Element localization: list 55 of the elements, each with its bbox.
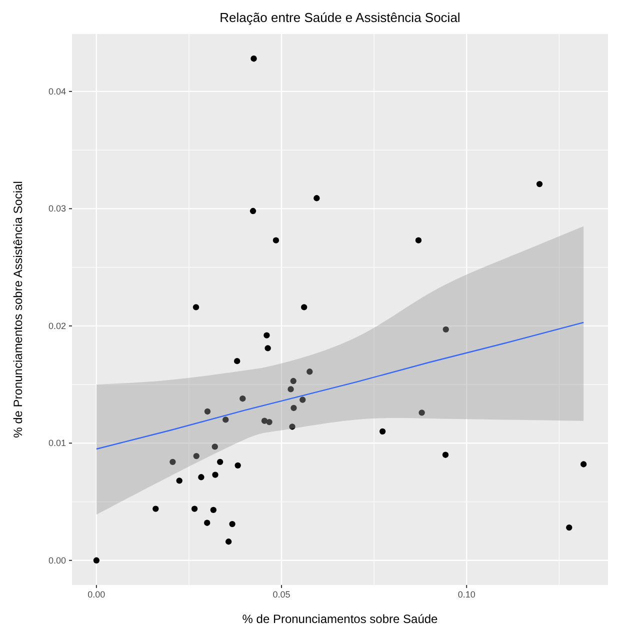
point (314, 195, 320, 202)
point (198, 474, 204, 480)
point (93, 557, 100, 564)
point (290, 378, 296, 384)
point (234, 358, 240, 364)
point (264, 332, 270, 338)
point (290, 404, 297, 412)
point (266, 418, 272, 426)
point (250, 56, 257, 62)
point (193, 452, 200, 460)
point (442, 452, 449, 458)
x-tick-label: 0.05 (272, 589, 290, 600)
point (272, 237, 280, 244)
point (212, 444, 218, 450)
point (261, 418, 268, 424)
line-series (96, 322, 584, 450)
point (536, 180, 543, 188)
y-tick-label: 0.01 (48, 438, 66, 448)
point (580, 461, 587, 468)
point (566, 524, 572, 531)
y-tick-label: 0.00 (48, 555, 66, 566)
point (250, 208, 256, 214)
point (229, 520, 236, 528)
x-tick-label: 0.00 (88, 589, 106, 600)
point (234, 462, 241, 469)
y-tick-label: 0.02 (48, 320, 66, 331)
point (176, 478, 182, 484)
point (210, 506, 216, 514)
point (442, 326, 449, 333)
point (212, 472, 218, 478)
point (152, 506, 159, 512)
chart-title: Relação entre Saúde e Assistência Social (220, 10, 460, 25)
y-axis-title: % de Pronunciamentos sobre Assistência Social (11, 181, 25, 438)
point (191, 506, 198, 512)
point (415, 237, 422, 244)
point (379, 428, 386, 435)
point (192, 304, 200, 310)
point (289, 424, 296, 430)
point (216, 458, 224, 465)
x-tick-label: 0.10 (458, 589, 476, 600)
point (301, 304, 308, 310)
point (264, 345, 271, 352)
point (418, 410, 425, 416)
y-tick-label: 0.03 (48, 204, 66, 214)
point (204, 408, 211, 415)
point (204, 520, 210, 526)
point (222, 416, 229, 423)
point (300, 396, 306, 403)
y-tick-label: 0.04 (48, 86, 66, 96)
point (225, 538, 232, 545)
x-axis-title: % de Pronunciamentos sobre Saúde (242, 612, 438, 626)
point (288, 386, 294, 392)
point (240, 396, 246, 402)
point (170, 458, 176, 465)
point (306, 368, 313, 375)
